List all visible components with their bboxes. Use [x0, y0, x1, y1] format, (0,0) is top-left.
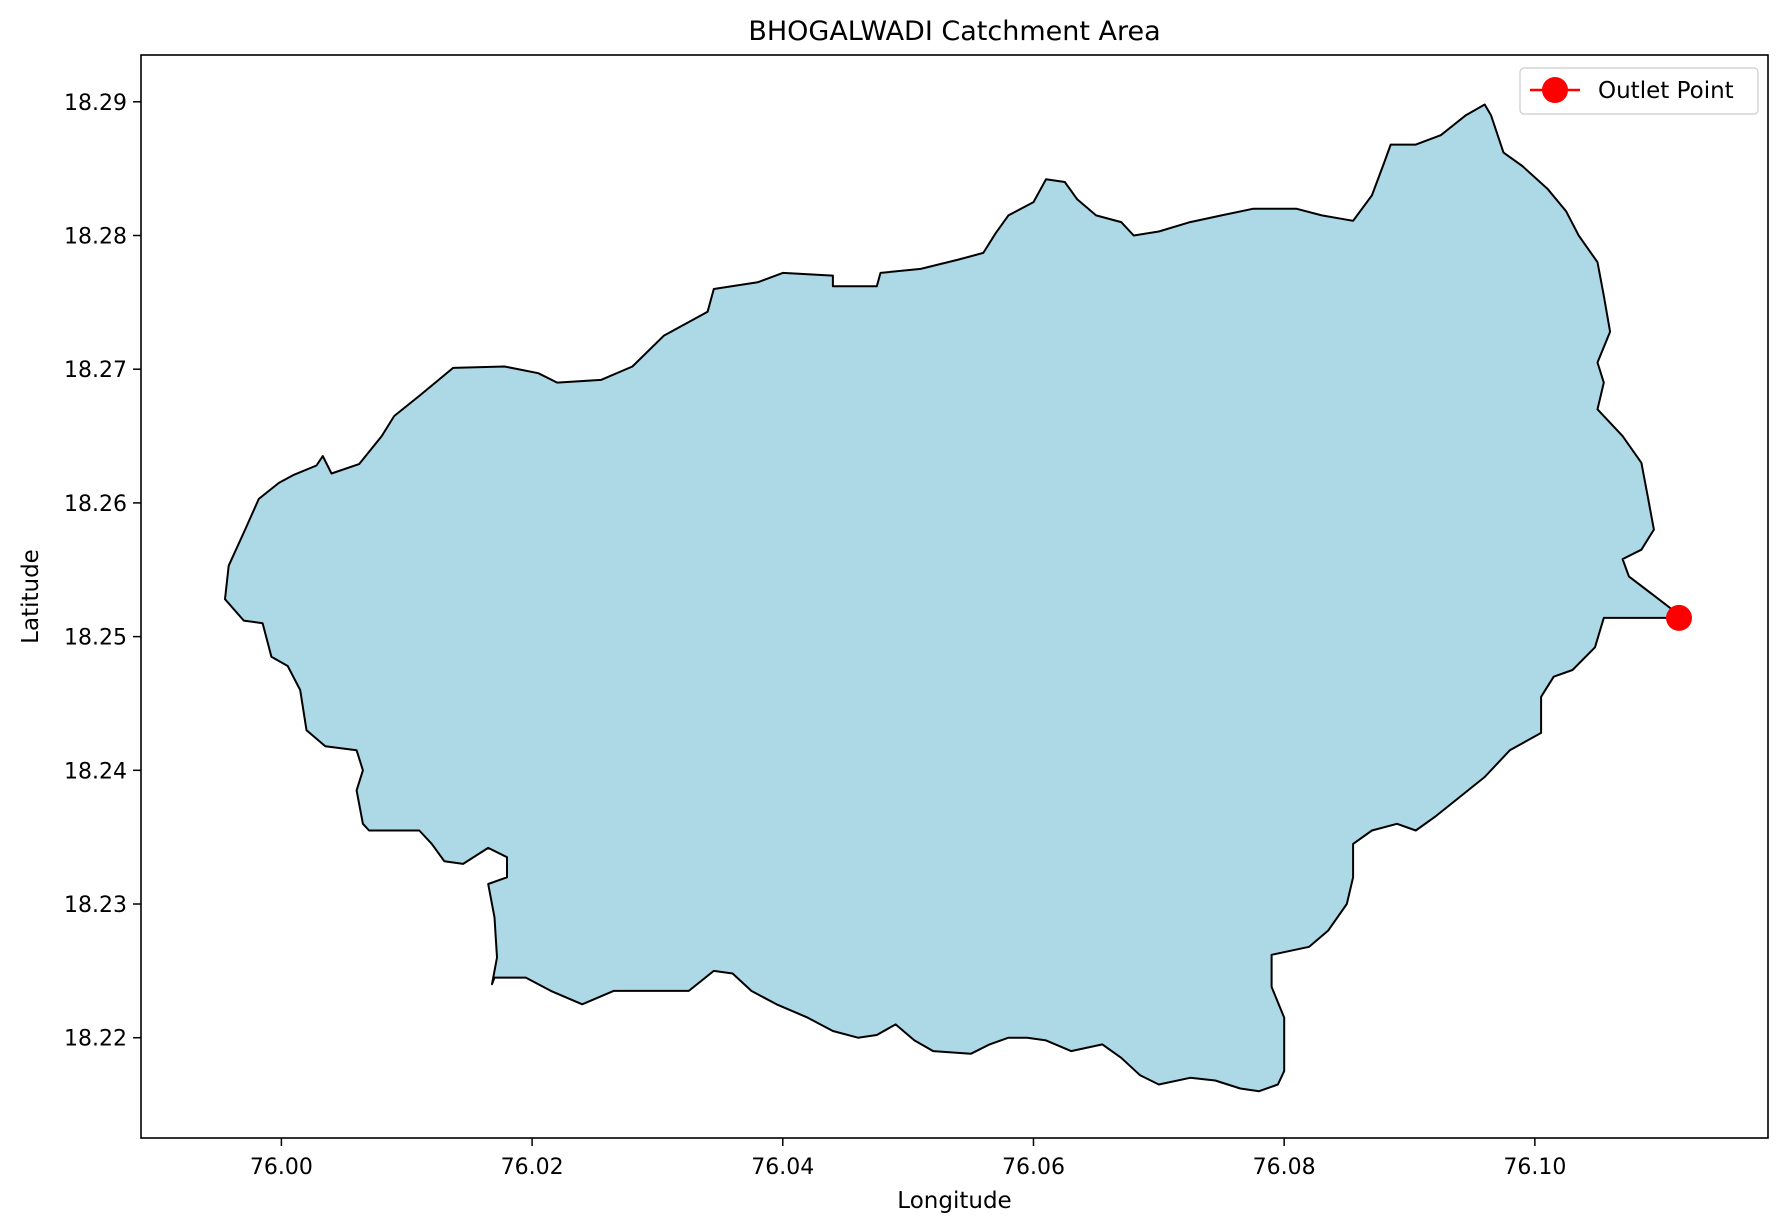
y-tick-label: 18.28: [64, 225, 127, 250]
y-tick-label: 18.25: [64, 626, 127, 651]
x-tick-label: 76.10: [1503, 1155, 1566, 1180]
y-tick-label: 18.27: [64, 358, 127, 383]
x-axis-label: Longitude: [897, 1188, 1011, 1214]
legend-entry-outlet: Outlet Point: [1598, 78, 1734, 104]
y-axis-label: Latitude: [18, 549, 44, 644]
catchment-polygon: [224, 103, 1680, 1093]
y-tick-label: 18.22: [64, 1027, 127, 1052]
x-tick-label: 76.04: [751, 1155, 814, 1180]
chart-title: BHOGALWADI Catchment Area: [748, 16, 1160, 47]
axes-frame: [140, 54, 1769, 1139]
map-layer: [224, 103, 1693, 1093]
outlet-point-marker: [1666, 604, 1693, 631]
x-tick-label: 76.06: [1002, 1155, 1065, 1180]
x-tick-label: 76.08: [1253, 1155, 1316, 1180]
y-tick-label: 18.26: [64, 492, 127, 517]
legend-box: [1519, 67, 1759, 115]
legend-outlet-marker: [1542, 77, 1568, 103]
y-axis-ticks: 18.22 18.23 18.24 18.25 18.26 18.27 18.28 18.29: [64, 91, 141, 1052]
x-tick-label: 76.02: [501, 1155, 564, 1180]
y-tick-label: 18.24: [64, 759, 127, 784]
x-tick-label: 76.00: [250, 1155, 313, 1180]
x-axis-ticks: 76.00 76.02 76.04 76.06 76.08 76.10: [250, 1138, 1566, 1180]
legend: Outlet Point: [1519, 67, 1759, 115]
y-tick-label: 18.29: [64, 91, 127, 116]
y-tick-label: 18.23: [64, 893, 127, 918]
